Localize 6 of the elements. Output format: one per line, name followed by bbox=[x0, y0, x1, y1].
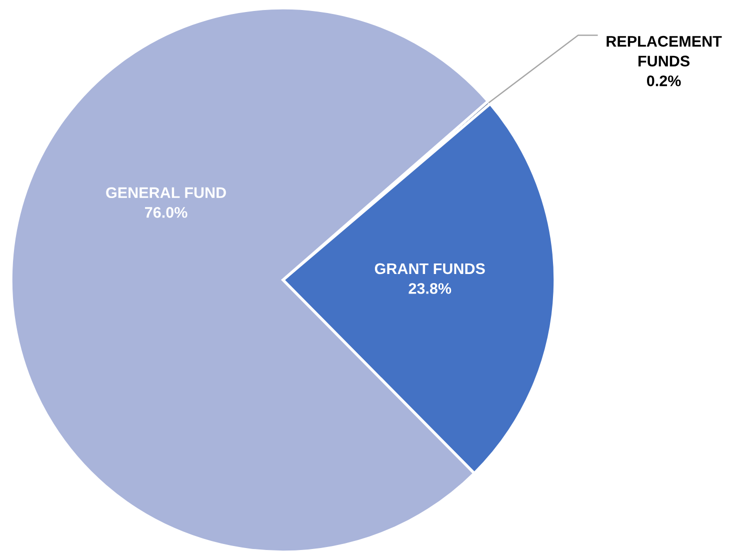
data-label: 76.0% bbox=[145, 207, 188, 218]
data-label: 23.8% bbox=[408, 283, 452, 294]
slice-label: GENERAL FUND bbox=[106, 187, 226, 198]
slice-label: GRANT FUNDS bbox=[374, 263, 485, 274]
slice-label: REPLACEMENT FUNDS bbox=[606, 36, 722, 66]
data-label: 0.2% bbox=[646, 75, 681, 86]
